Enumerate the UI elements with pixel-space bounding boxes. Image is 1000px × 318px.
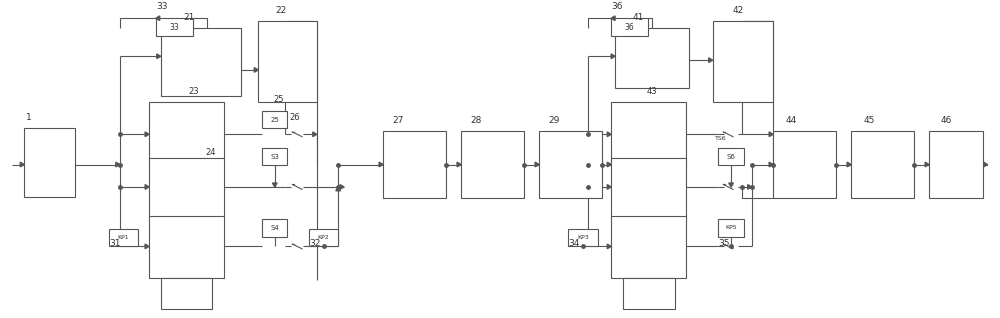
Text: 26: 26: [289, 113, 300, 121]
Bar: [461, 131, 524, 198]
Polygon shape: [611, 16, 615, 21]
Text: 32: 32: [309, 239, 320, 248]
Bar: [713, 21, 773, 102]
Polygon shape: [925, 162, 929, 167]
Polygon shape: [254, 68, 258, 72]
Polygon shape: [729, 183, 733, 187]
Text: 33: 33: [169, 23, 179, 31]
Polygon shape: [607, 184, 611, 189]
Polygon shape: [145, 244, 149, 249]
Text: S4: S4: [270, 225, 279, 231]
Bar: [161, 219, 212, 248]
Text: 43: 43: [646, 87, 657, 96]
Text: 25: 25: [274, 95, 284, 104]
Text: KP2: KP2: [318, 235, 329, 240]
Text: 1: 1: [26, 113, 32, 121]
Text: KP3: KP3: [577, 235, 589, 240]
Polygon shape: [847, 162, 851, 167]
Text: 24: 24: [206, 148, 216, 157]
Polygon shape: [748, 184, 752, 189]
Text: 21: 21: [183, 13, 194, 22]
Polygon shape: [607, 244, 611, 249]
Polygon shape: [156, 16, 160, 21]
Bar: [149, 216, 224, 278]
Polygon shape: [535, 162, 539, 167]
Text: 25: 25: [270, 117, 279, 123]
Text: 42: 42: [732, 6, 743, 15]
Bar: [929, 131, 983, 198]
Bar: [262, 219, 287, 237]
Bar: [568, 229, 598, 246]
Bar: [718, 148, 744, 165]
Polygon shape: [607, 132, 611, 137]
Polygon shape: [116, 162, 120, 167]
Bar: [149, 158, 224, 219]
Text: 35: 35: [718, 239, 730, 248]
Polygon shape: [457, 162, 461, 167]
Bar: [262, 111, 287, 128]
Text: S3: S3: [270, 154, 279, 160]
Text: 22: 22: [276, 6, 287, 15]
Bar: [851, 131, 914, 198]
Text: 33: 33: [156, 3, 167, 11]
Polygon shape: [336, 187, 340, 191]
Text: 34: 34: [568, 239, 580, 248]
Bar: [383, 131, 446, 198]
Polygon shape: [607, 162, 611, 167]
Polygon shape: [611, 54, 615, 59]
Text: 23: 23: [188, 87, 199, 96]
Text: 28: 28: [471, 116, 482, 126]
Text: 36: 36: [611, 3, 623, 11]
Bar: [615, 28, 689, 88]
Polygon shape: [313, 132, 317, 137]
Bar: [611, 18, 648, 36]
Bar: [718, 219, 744, 237]
Polygon shape: [157, 54, 161, 59]
Polygon shape: [272, 183, 277, 187]
Bar: [539, 131, 602, 198]
Bar: [611, 158, 686, 219]
Polygon shape: [145, 184, 149, 189]
Text: 45: 45: [864, 116, 875, 126]
Polygon shape: [769, 162, 773, 167]
Bar: [258, 21, 317, 102]
Polygon shape: [769, 132, 773, 137]
Bar: [161, 28, 241, 96]
Bar: [161, 162, 212, 192]
Text: TS6: TS6: [715, 136, 726, 141]
Text: 36: 36: [625, 23, 635, 31]
Polygon shape: [984, 162, 988, 167]
Bar: [309, 229, 338, 246]
Bar: [262, 148, 287, 165]
Text: KP5: KP5: [725, 225, 737, 230]
Bar: [109, 229, 138, 246]
Text: 44: 44: [786, 116, 797, 126]
Bar: [623, 278, 675, 309]
Text: 31: 31: [109, 239, 120, 248]
Bar: [623, 162, 675, 192]
Polygon shape: [145, 132, 149, 137]
Text: S6: S6: [727, 154, 736, 160]
Text: 27: 27: [393, 116, 404, 126]
Polygon shape: [379, 162, 383, 167]
Bar: [611, 216, 686, 278]
Text: 29: 29: [549, 116, 560, 126]
Text: 41: 41: [633, 13, 644, 22]
Bar: [623, 219, 675, 248]
Bar: [156, 18, 193, 36]
Bar: [161, 278, 212, 309]
Bar: [24, 128, 75, 197]
Polygon shape: [20, 162, 24, 167]
Polygon shape: [709, 58, 713, 63]
Bar: [773, 131, 836, 198]
Polygon shape: [340, 184, 344, 189]
Text: 46: 46: [941, 116, 952, 126]
Text: KP1: KP1: [118, 235, 129, 240]
Bar: [611, 102, 686, 162]
Bar: [149, 102, 224, 162]
